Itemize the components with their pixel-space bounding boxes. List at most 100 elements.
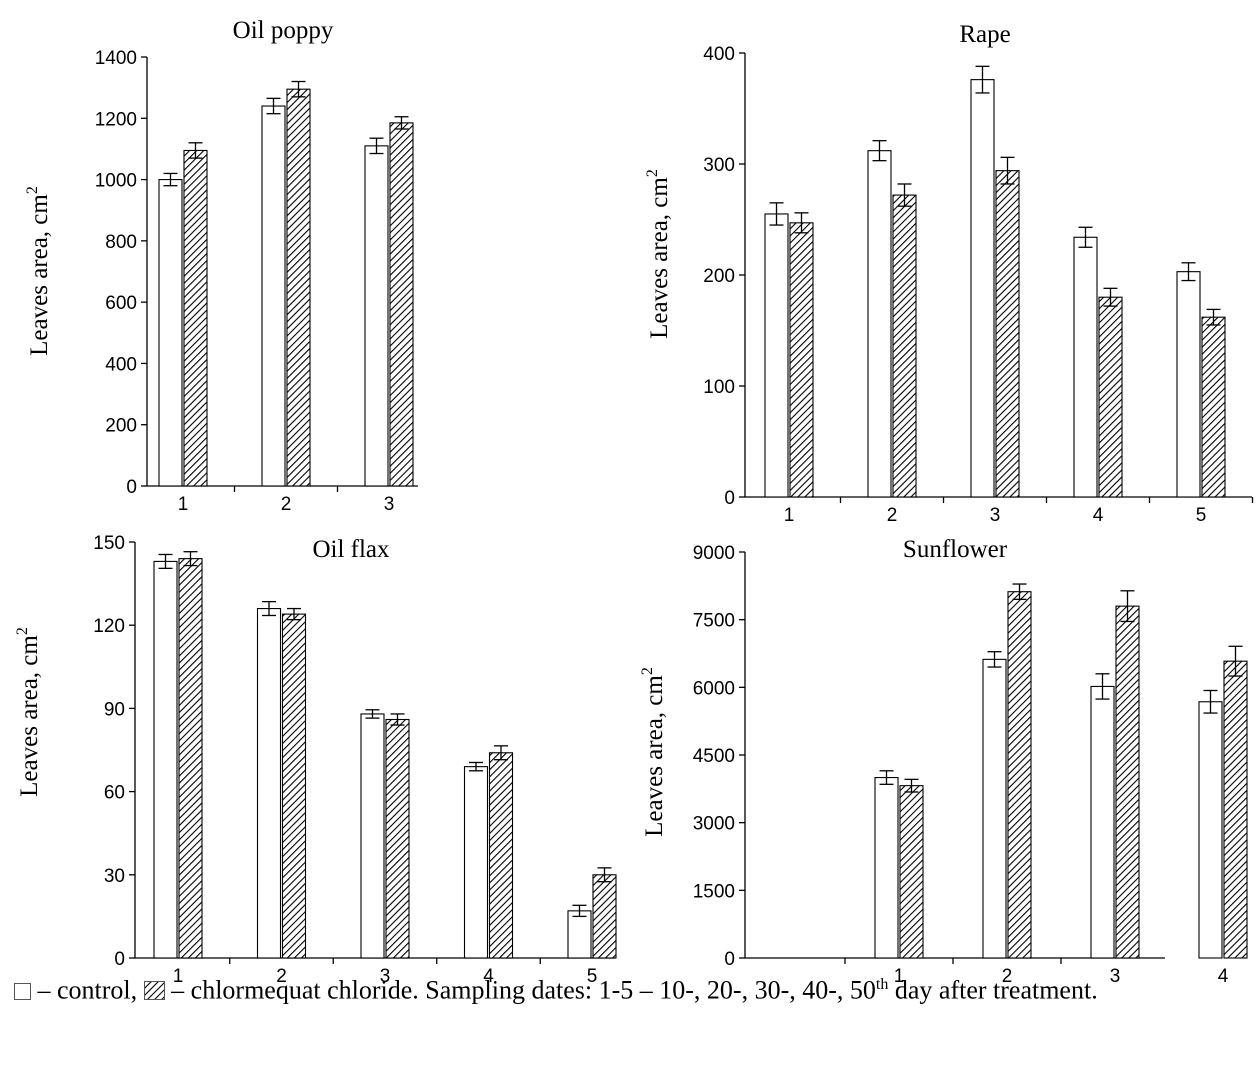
error-bar (394, 116, 409, 130)
error-bar (183, 551, 198, 567)
chart-panel-4: Sunflower Leaves area, cm2 0 1500 3000 4500 60… (639, 536, 1248, 987)
control-bar (970, 79, 995, 498)
error-bar (291, 80, 306, 98)
y-tick-label: 300 (703, 155, 735, 176)
error-bar (158, 553, 173, 569)
treated-bar (488, 752, 514, 959)
y-tick-label: 150 (93, 533, 125, 554)
treated-bar (1223, 660, 1248, 959)
error-bar (897, 183, 912, 207)
treated-bar (789, 222, 814, 498)
y-tick-label: 30 (104, 866, 125, 887)
y-tick-label: 100 (703, 377, 735, 398)
y-axis-label: Leaves area, cm2 (644, 169, 673, 339)
error-bar (1095, 673, 1110, 700)
control-bar (1073, 236, 1098, 498)
error-bar (794, 212, 809, 234)
y-tick-label: 0 (114, 949, 125, 970)
control-bar (874, 777, 899, 959)
y-tick-label: 200 (105, 416, 137, 437)
legend-treated-label: – chlormequat chloride. Sampling dates: … (171, 975, 876, 1005)
y-tick-label: 0 (724, 488, 735, 509)
chart-panel-2: Rape Leaves area, cm2 0 100 200 300 400 1 2 3 4 5 (644, 21, 1254, 526)
y-tick-label: 0 (126, 477, 137, 498)
x-tick-label: 4 (483, 966, 494, 987)
error-bar (879, 770, 894, 785)
chart-title: Rape (959, 21, 1010, 48)
treated-bar (1098, 296, 1123, 498)
legend-control-label: – control, (37, 975, 138, 1005)
control-bar (463, 766, 489, 959)
treated-bar (385, 718, 410, 959)
error-bar (572, 904, 587, 918)
error-bar (987, 651, 1002, 668)
y-tick-label: 60 (104, 783, 125, 804)
x-tick-label: 4 (1093, 505, 1104, 526)
x-tick-label: 3 (384, 494, 395, 515)
control-bar (261, 105, 286, 487)
control-bar (256, 608, 282, 959)
x-tick-label: 1 (894, 966, 905, 987)
treated-bar (592, 874, 617, 959)
control-bar (364, 145, 389, 487)
control-bar (1198, 701, 1223, 959)
y-tick-label: 400 (703, 44, 735, 65)
error-bar (1078, 226, 1093, 248)
control-bar (153, 560, 178, 959)
x-tick-label: 1 (173, 966, 184, 987)
x-tick-label: 4 (1218, 966, 1229, 987)
y-tick-label: 0 (724, 949, 735, 970)
y-tick-label: 600 (105, 293, 137, 314)
error-bar (365, 709, 380, 719)
x-tick-label: 5 (1196, 505, 1207, 526)
treated-bar (183, 149, 208, 487)
error-bar (469, 761, 483, 772)
control-bar (867, 150, 892, 498)
error-bar (390, 713, 405, 726)
control-bar (764, 213, 789, 498)
y-tick-label: 1500 (693, 881, 735, 902)
treated-bar (286, 88, 311, 487)
error-bar (1120, 590, 1135, 623)
x-tick-label: 2 (276, 966, 287, 987)
error-bar (262, 600, 276, 617)
error-bar (1203, 689, 1218, 714)
error-bar (769, 202, 784, 226)
control-bar (982, 658, 1007, 959)
y-tick-label: 1200 (95, 109, 137, 130)
error-bar (904, 778, 919, 793)
y-tick-label: 90 (104, 699, 125, 720)
y-tick-label: 1400 (95, 48, 137, 69)
y-tick-label: 400 (105, 354, 137, 375)
caption-tail: day after treatment. (888, 975, 1098, 1005)
error-bar (188, 142, 203, 159)
chart-title: Oil poppy (233, 17, 334, 44)
error-bar (287, 607, 301, 621)
treated-bar (1007, 591, 1032, 959)
y-tick-label: 1000 (95, 171, 137, 192)
control-legend-swatch (14, 982, 31, 1000)
chart-title: Oil flax (312, 536, 390, 563)
x-tick-label: 3 (1110, 966, 1121, 987)
y-tick-label: 6000 (693, 678, 735, 699)
y-axis-label: Leaves area, cm2 (639, 667, 668, 837)
figure-caption: – control, – chlormequat chloride. Sampl… (14, 968, 1259, 1008)
y-tick-label: 800 (105, 232, 137, 253)
x-tick-label: 2 (281, 494, 292, 515)
x-tick-label: 2 (887, 505, 898, 526)
error-bar (1103, 287, 1118, 307)
error-bar (1181, 262, 1196, 282)
error-bar (369, 137, 384, 155)
x-tick-label: 1 (784, 505, 795, 526)
chart-panel-1: Oil poppy Leaves area, cm2 0 200 400 600 800 10… (24, 17, 418, 515)
error-bar (1012, 583, 1027, 601)
error-bar (1206, 308, 1221, 326)
error-bar (597, 867, 612, 883)
treated-bar (995, 170, 1020, 498)
chart-title: Sunflower (903, 536, 1008, 563)
x-tick-label: 2 (1002, 966, 1013, 987)
treated-bar (1115, 605, 1140, 959)
chart-panel-3: Oil flax Leaves area, cm2 0 30 60 90 120 150 1 2 3… (14, 533, 617, 987)
treated-bar (892, 194, 917, 498)
